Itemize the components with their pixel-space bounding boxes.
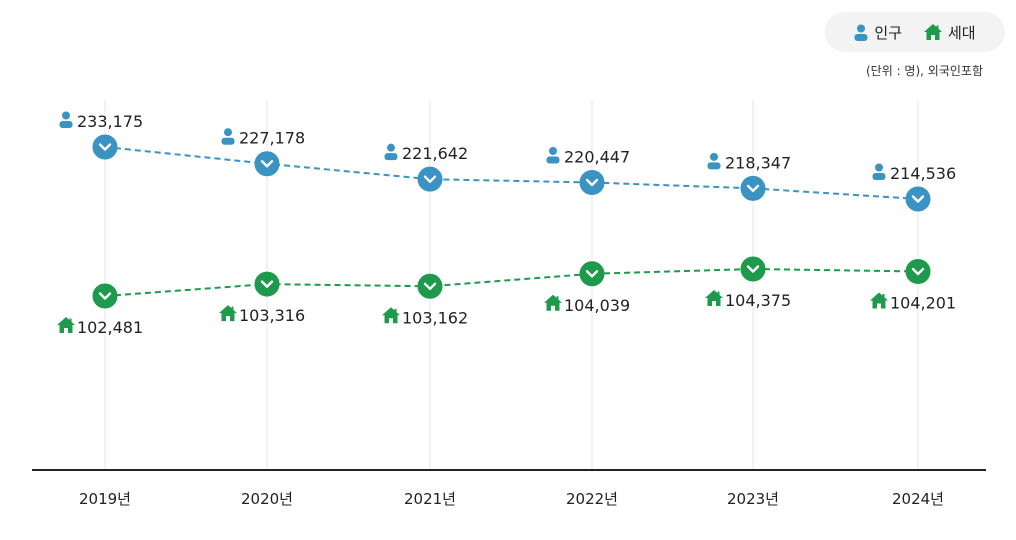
data-label: 218,347	[725, 153, 791, 172]
data-label: 227,178	[239, 129, 305, 148]
x-tick-label: 2022년	[566, 490, 618, 508]
chevron-down-icon	[585, 178, 599, 187]
chevron-down-icon	[911, 267, 925, 276]
house-icon	[57, 317, 75, 333]
person-icon	[854, 24, 868, 41]
house-icon	[544, 294, 562, 311]
chevron-down-icon	[423, 175, 437, 183]
legend: 인구 세대	[825, 12, 1005, 52]
x-tick-label: 2019년	[79, 490, 131, 508]
grid-lines	[104, 100, 919, 470]
legend-label-household: 세대	[948, 23, 976, 42]
series-household: 102,481 103,316 103,162 104,039 104,375 104,2…	[57, 256, 956, 337]
data-label: 233,175	[77, 112, 143, 131]
data-label: 103,316	[239, 306, 305, 325]
data-point[interactable]	[905, 258, 931, 284]
chevron-down-icon	[746, 184, 760, 193]
data-point[interactable]	[905, 186, 931, 212]
x-tick-label: 2024년	[892, 490, 944, 508]
legend-item-household[interactable]: 세대	[924, 22, 976, 43]
house-icon	[219, 305, 237, 322]
person-icon	[707, 152, 721, 170]
legend-label-population: 인구	[874, 23, 902, 42]
series-line	[104, 146, 919, 200]
person-icon	[59, 111, 73, 128]
data-point[interactable]	[92, 283, 118, 309]
data-label: 221,642	[402, 144, 468, 163]
data-label: 102,481	[77, 318, 143, 337]
house-icon	[870, 292, 888, 309]
chevron-down-icon	[98, 143, 112, 151]
chevron-down-icon	[260, 160, 274, 168]
x-tick-label: 2020년	[241, 490, 293, 508]
data-point[interactable]	[579, 170, 605, 196]
series-population: 233,175 227,178 221,642 220,447 218,347 214,5…	[59, 111, 956, 212]
data-label: 104,201	[890, 293, 956, 312]
data-point[interactable]	[254, 151, 280, 177]
data-point[interactable]	[417, 273, 443, 299]
person-icon	[872, 163, 886, 180]
data-label: 103,162	[402, 308, 468, 327]
data-point[interactable]	[417, 166, 443, 192]
data-point[interactable]	[254, 271, 280, 297]
series-line	[104, 267, 919, 297]
data-point[interactable]	[579, 261, 605, 287]
person-icon	[546, 147, 560, 164]
person-icon	[384, 143, 398, 161]
data-point[interactable]	[92, 134, 118, 160]
chevron-down-icon	[423, 282, 437, 290]
data-label: 104,039	[564, 296, 630, 315]
data-label: 104,375	[725, 291, 791, 310]
data-label: 220,447	[564, 148, 630, 167]
data-point[interactable]	[740, 175, 766, 201]
x-tick-label: 2023년	[727, 490, 779, 508]
chevron-down-icon	[260, 280, 274, 288]
legend-item-population[interactable]: 인구	[854, 22, 902, 43]
house-icon	[924, 24, 942, 40]
x-tick-label: 2021년	[404, 490, 456, 508]
x-tick-labels: 2019년 2020년 2021년 2022년 2023년 2024년	[79, 490, 944, 508]
unit-note: (단위 : 명), 외국인포함	[866, 64, 983, 78]
chevron-down-icon	[585, 270, 599, 278]
chevron-down-icon	[746, 265, 760, 273]
chevron-down-icon	[911, 195, 925, 203]
series-layer: 233,175 227,178 221,642 220,447 218,347 214,5…	[57, 111, 956, 337]
data-point[interactable]	[740, 256, 766, 282]
data-label: 214,536	[890, 164, 956, 183]
person-icon	[221, 128, 235, 145]
chevron-down-icon	[98, 292, 112, 300]
house-icon	[382, 307, 400, 324]
house-icon	[705, 290, 723, 306]
